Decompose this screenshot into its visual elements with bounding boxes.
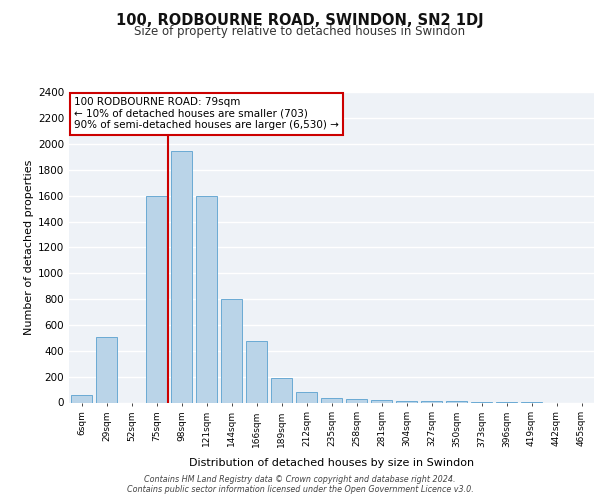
Bar (421, 401, 442, 402)
Text: 100 RODBOURNE ROAD: 79sqm
← 10% of detached houses are smaller (703)
90% of semi: 100 RODBOURNE ROAD: 79sqm ← 10% of detac… (74, 97, 339, 130)
Bar (246, 340, 267, 402)
Y-axis label: Number of detached properties: Number of detached properties (24, 160, 34, 335)
Bar (346, 400, 367, 402)
Bar (371, 400, 392, 402)
Bar (196, 196, 217, 402)
Bar (271, 378, 292, 402)
Text: Contains HM Land Registry data © Crown copyright and database right 2024.
Contai: Contains HM Land Registry data © Crown c… (127, 474, 473, 494)
Bar (71, 396, 92, 402)
Bar (296, 392, 317, 402)
Bar (396, 400, 417, 402)
Bar (321, 398, 342, 402)
X-axis label: Distribution of detached houses by size in Swindon: Distribution of detached houses by size … (189, 458, 474, 468)
Bar (221, 299, 242, 403)
Bar (171, 150, 192, 402)
Bar (96, 336, 117, 402)
Text: 100, RODBOURNE ROAD, SWINDON, SN2 1DJ: 100, RODBOURNE ROAD, SWINDON, SN2 1DJ (116, 12, 484, 28)
Bar (146, 196, 167, 402)
Text: Size of property relative to detached houses in Swindon: Size of property relative to detached ho… (134, 25, 466, 38)
Bar (446, 401, 467, 402)
